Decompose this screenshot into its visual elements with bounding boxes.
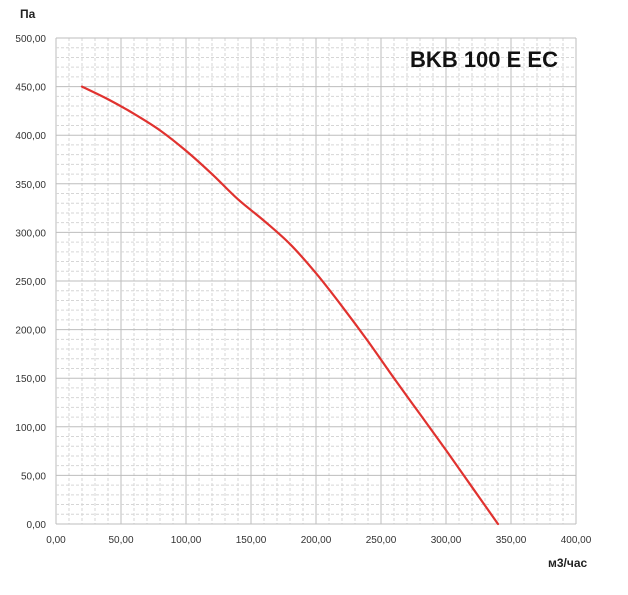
series-line [80, 85, 500, 526]
y-tick-label: 0,00 [27, 520, 47, 531]
y-tick-label: 350,00 [15, 180, 46, 191]
x-tick-label: 300,00 [431, 535, 462, 546]
x-tick-label: 100,00 [171, 535, 202, 546]
x-tick-labels: 0,00 50,00 100,00 150,00 200,00 250,00 300,00 3… [46, 535, 591, 546]
y-tick-label: 200,00 [15, 326, 46, 337]
y-tick-label: 100,00 [15, 423, 46, 434]
x-tick-label: 250,00 [366, 535, 397, 546]
x-tick-label: 350,00 [496, 535, 527, 546]
y-tick-label: 450,00 [15, 83, 46, 94]
y-tick-labels: 0,00 50,00 100,00 150,00 200,00 250,00 300,00 3… [15, 34, 46, 531]
y-tick-label: 300,00 [15, 228, 46, 239]
x-tick-label: 150,00 [236, 535, 267, 546]
y-tick-label: 400,00 [15, 131, 46, 142]
chart-title: BKB 100 E EC [410, 47, 558, 72]
x-axis-unit: м3/час [548, 556, 588, 570]
grid [55, 37, 577, 525]
x-tick-label: 0,00 [46, 535, 66, 546]
y-tick-label: 250,00 [15, 277, 46, 288]
y-tick-label: 500,00 [15, 34, 46, 45]
y-axis-unit: Па [20, 7, 36, 21]
x-tick-label: 200,00 [301, 535, 332, 546]
y-tick-label: 150,00 [15, 374, 46, 385]
x-tick-label: 50,00 [108, 535, 133, 546]
x-tick-label: 400,00 [561, 535, 592, 546]
y-tick-label: 50,00 [21, 471, 46, 482]
series-layer [80, 85, 500, 526]
